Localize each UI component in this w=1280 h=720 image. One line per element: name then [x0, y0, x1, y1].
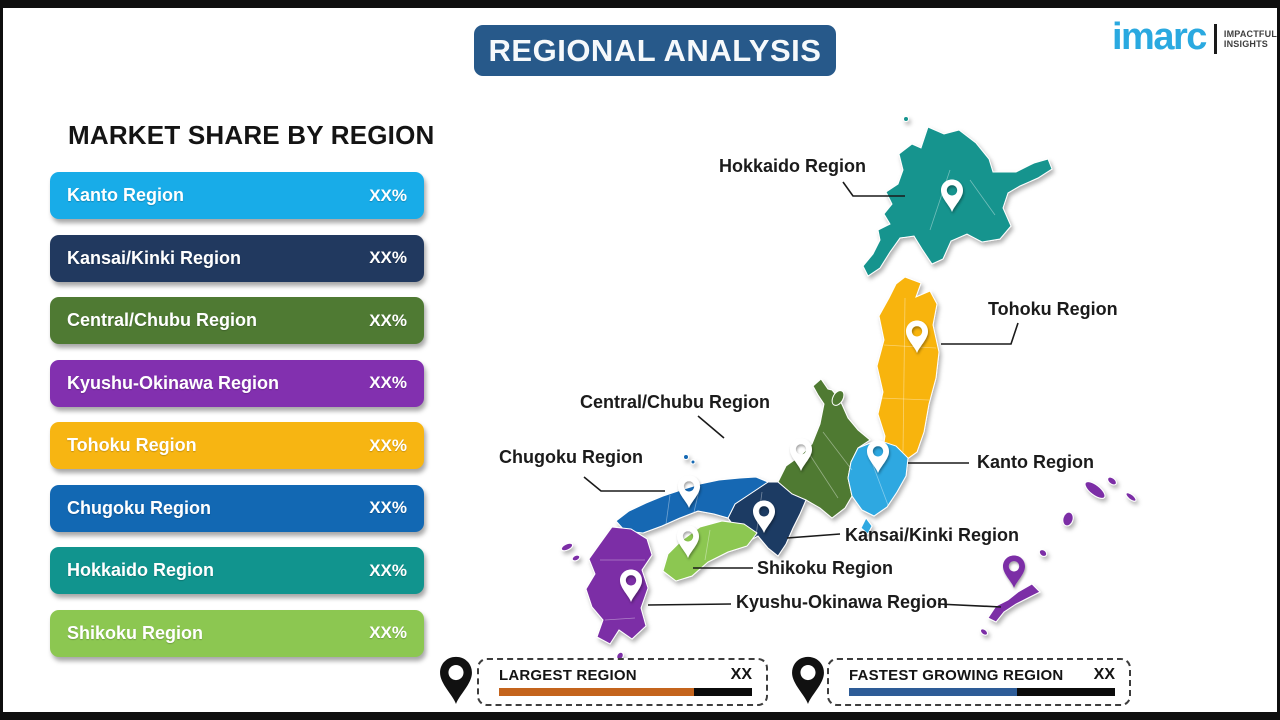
map-label-kanto: Kanto Region	[977, 452, 1094, 472]
market-share-heading: MARKET SHARE BY REGION	[68, 120, 435, 150]
map-region-kyushu	[585, 526, 653, 645]
map-label-chugoku: Chugoku Region	[499, 447, 643, 467]
share-row-value: XX%	[369, 623, 407, 642]
map-label-kyushu-okinawa: Kyushu-Okinawa Region	[736, 592, 949, 612]
share-row-kanto: Kanto Region XX%	[50, 172, 424, 219]
legend-pin-fastest	[792, 656, 824, 704]
legend-fastest-region: FASTEST GROWING REGION XX	[827, 658, 1131, 706]
share-row-label: Hokkaido Region	[67, 560, 215, 580]
map-label-tohoku: Tohoku Region	[988, 299, 1118, 319]
legend-fastest-bar-fill	[849, 688, 1017, 696]
top-frame-bar	[0, 0, 1280, 8]
map-region-kanto	[847, 439, 909, 517]
share-row-label: Tohoku Region	[67, 435, 197, 455]
map-region-shikoku	[662, 520, 758, 582]
share-row-shikoku: Shikoku Region XX%	[50, 609, 424, 657]
share-row-value: XX%	[369, 248, 407, 267]
left-frame-bar	[0, 0, 3, 720]
legend-fastest-label: FASTEST GROWING REGION	[849, 666, 1064, 684]
share-row-hokkaido: Hokkaido Region XX%	[50, 547, 424, 594]
map-islet-tsushima	[560, 542, 574, 552]
map-islet-okinawa-1	[1084, 481, 1106, 499]
right-frame-bar	[1277, 0, 1280, 720]
map-islet-okinawa-2	[1107, 476, 1117, 486]
share-row-value: XX%	[369, 560, 407, 580]
logo-tagline: IMPACTFUL INSIGHTS	[1224, 29, 1277, 50]
map-islet-oki-2	[690, 459, 696, 465]
leader-kyushu-left	[647, 603, 732, 606]
map-islet-okinawa-5	[1038, 549, 1048, 557]
map-region-tohoku	[876, 276, 940, 471]
legend-pin-largest	[440, 656, 472, 704]
share-row-value: XX%	[369, 310, 407, 330]
share-row-label: Shikoku Region	[67, 622, 204, 643]
map-islet-sado	[831, 390, 845, 406]
leader-tohoku	[941, 322, 1019, 345]
share-row-label: Kanto Region	[67, 185, 184, 205]
leader-kyushu-right	[937, 603, 1002, 608]
map-label-central-chubu: Central/Chubu Region	[580, 392, 770, 412]
leader-central	[697, 415, 725, 439]
share-row-label: Central/Chubu Region	[67, 310, 257, 330]
legend-fastest-bar	[849, 688, 1115, 696]
map-islet-kanto	[860, 517, 873, 535]
legend-largest-value: XX	[730, 666, 752, 683]
share-row-value: XX%	[369, 435, 407, 455]
leader-lines	[583, 181, 1019, 608]
share-row-label: Chugoku Region	[67, 497, 211, 518]
map-islet-goto	[571, 554, 581, 562]
logo-divider	[1213, 24, 1217, 54]
legend-fastest-value: XX	[1093, 666, 1115, 683]
share-row-label: Kyushu-Okinawa Region	[67, 372, 280, 393]
map-islet-okinawa-6	[979, 628, 989, 636]
share-row-kansai: Kansai/Kinki Region XX%	[50, 234, 424, 282]
map-islet-okinawa-4	[1062, 511, 1074, 527]
imarc-logo-wordmark: imarc	[1112, 16, 1207, 58]
page-title: REGIONAL ANALYSIS	[474, 25, 836, 76]
share-row-label: Kansai/Kinki Region	[67, 247, 242, 268]
share-row-value: XX%	[369, 373, 407, 392]
share-row-tohoku: Tohoku Region XX%	[50, 422, 424, 469]
pin-okinawa	[1003, 555, 1025, 588]
share-row-chubu: Central/Chubu Region XX%	[50, 297, 424, 344]
map-label-shikoku: Shikoku Region	[757, 558, 894, 578]
leader-chugoku	[583, 476, 665, 492]
map-label-hokkaido: Hokkaido Region	[719, 156, 867, 176]
leader-kansai	[786, 533, 841, 539]
map-islet-oki-1	[683, 454, 689, 460]
map-islet-okinawa-3	[1125, 492, 1137, 502]
logo-tagline-line2: INSIGHTS	[1223, 39, 1269, 49]
market-share-list: Kanto Region XX% Kansai/Kinki Region XX%…	[50, 172, 424, 672]
map-islet-hokkaido	[903, 116, 909, 122]
legend-largest-label: LARGEST REGION	[499, 666, 637, 684]
share-row-kyushu: Kyushu-Okinawa Region XX%	[50, 359, 424, 407]
legend-largest-bar	[499, 688, 752, 696]
share-row-chugoku: Chugoku Region XX%	[50, 484, 424, 532]
leader-hokkaido	[842, 181, 905, 197]
imarc-logo: imarc IMPACTFUL INSIGHTS	[1112, 18, 1277, 56]
prefecture-borders	[600, 169, 996, 621]
logo-tagline-line1: IMPACTFUL	[1223, 28, 1278, 39]
bottom-frame-bar	[0, 712, 1280, 720]
legend-largest-region: LARGEST REGION XX	[477, 658, 768, 706]
legend-largest-bar-fill	[499, 688, 694, 696]
share-row-value: XX%	[369, 185, 407, 205]
map-label-kansai-kinki: Kansai/Kinki Region	[845, 525, 1020, 545]
map-island-okinawa-main	[987, 583, 1041, 623]
share-row-value: XX%	[369, 498, 407, 517]
